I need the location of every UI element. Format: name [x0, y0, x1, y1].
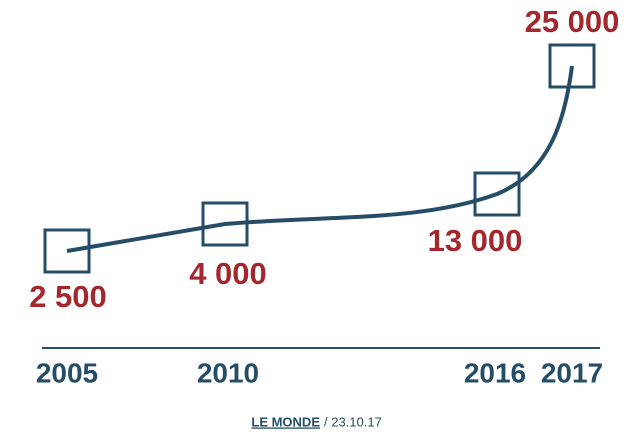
x-tick-label: 2016: [464, 357, 526, 388]
marker: [473, 171, 521, 217]
x-tick-label: 2010: [197, 357, 259, 388]
marker: [201, 201, 249, 247]
value-label: 4 000: [189, 256, 267, 291]
marker: [548, 43, 596, 89]
source: LE MONDE: [251, 414, 320, 429]
marker: [43, 228, 91, 274]
value-label: 25 000: [525, 4, 620, 39]
value-label: 13 000: [428, 223, 523, 258]
value-label: 2 500: [29, 279, 107, 314]
x-tick-label: 2017: [541, 357, 603, 388]
date: / 23.10.17: [324, 414, 382, 429]
x-tick-label: 2005: [36, 357, 98, 388]
